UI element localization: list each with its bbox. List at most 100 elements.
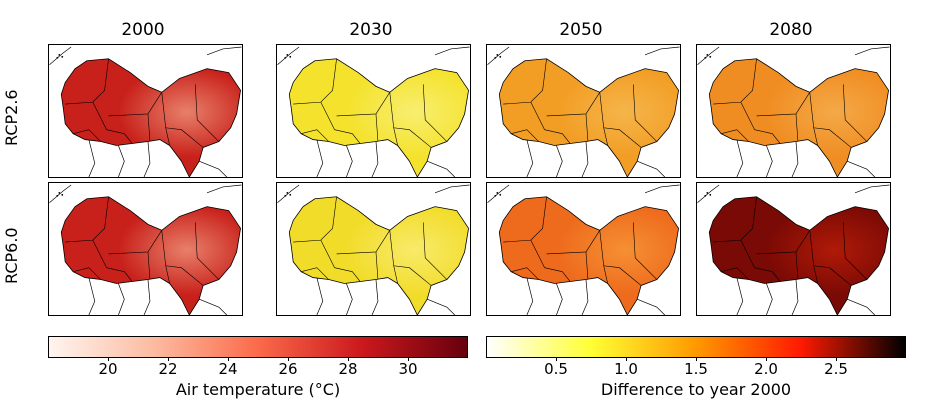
country-border: [194, 84, 220, 142]
map-svg: [49, 46, 242, 177]
country-border: [632, 84, 658, 142]
coastline: [206, 46, 242, 56]
country-border: [65, 58, 109, 105]
coastline: [766, 145, 773, 177]
colorbar-tick-label: 2.5: [824, 360, 848, 378]
island: [709, 55, 712, 58]
country-border: [530, 102, 571, 144]
coastline: [556, 283, 563, 315]
country-border: [375, 251, 379, 280]
country-border: [422, 84, 448, 142]
column-title-2080: 2080: [769, 20, 813, 40]
colorbar-tick-label: 24: [218, 360, 238, 378]
coastline: [427, 160, 456, 177]
island: [58, 53, 61, 56]
country-border: [389, 92, 432, 148]
country-border: [721, 267, 749, 280]
column-title-2030: 2030: [349, 20, 393, 40]
west-africa-region: [60, 196, 241, 315]
coastline: [143, 141, 151, 177]
coastline: [118, 283, 125, 315]
country-border: [293, 58, 337, 105]
coastline: [854, 184, 890, 194]
west-africa-region: [498, 196, 679, 315]
coastline: [346, 283, 353, 315]
coastline: [316, 139, 324, 177]
island: [286, 191, 289, 194]
colorbar-tick-mark: [288, 357, 289, 361]
country-border: [585, 251, 589, 280]
country-border: [375, 113, 379, 142]
country-border: [422, 222, 448, 280]
country-border: [530, 240, 571, 282]
column-title-2000: 2000: [121, 20, 165, 40]
island: [494, 56, 497, 59]
colorbar-tick-mark: [348, 357, 349, 361]
coastline: [697, 184, 720, 203]
country-border: [740, 102, 781, 144]
country-border: [301, 129, 329, 142]
country-border: [511, 129, 539, 142]
island: [61, 55, 64, 58]
coastline: [143, 279, 151, 315]
country-border: [842, 222, 868, 280]
colorbar-tick-mark: [626, 357, 627, 361]
colorbar-difference-label: Difference to year 2000: [600, 380, 792, 399]
country-border: [842, 84, 868, 142]
country-border: [809, 92, 852, 148]
coastline: [581, 141, 589, 177]
country-border: [161, 230, 204, 286]
map-panel-rcp26-2050: [486, 44, 681, 178]
coastline: [766, 283, 773, 315]
colorbar-tick-mark: [228, 357, 229, 361]
coastline: [199, 298, 228, 315]
country-border: [65, 196, 109, 243]
coastline: [487, 184, 510, 203]
country-border: [632, 222, 658, 280]
coastline: [346, 145, 353, 177]
coastline: [49, 46, 72, 65]
map-panel-rcp26-2030: [276, 44, 471, 178]
country-border: [603, 127, 608, 146]
coastline: [434, 46, 470, 56]
coastline: [277, 46, 300, 65]
island: [289, 55, 292, 58]
country-border: [92, 240, 133, 282]
country-border: [813, 265, 818, 284]
coastline: [791, 279, 799, 315]
country-border: [161, 92, 204, 148]
map-panel-rcp26-2080: [696, 44, 891, 178]
country-border: [721, 129, 749, 142]
colorbar-tick-label: 30: [398, 360, 418, 378]
west-africa-region: [60, 58, 241, 177]
map-svg: [697, 184, 890, 315]
island: [58, 191, 61, 194]
coastline: [556, 145, 563, 177]
colorbar-tick-label: 26: [278, 360, 298, 378]
coastline: [427, 298, 456, 315]
colorbar-tick-label: 22: [158, 360, 178, 378]
coastline: [434, 184, 470, 194]
island: [494, 194, 497, 197]
map-svg: [277, 184, 470, 315]
colorbar-tick-label: 0.5: [544, 360, 568, 378]
island: [496, 53, 499, 56]
west-africa-region: [708, 58, 889, 177]
coastline: [637, 160, 666, 177]
country-border: [389, 230, 432, 286]
colorbar-tick-mark: [408, 357, 409, 361]
map-panel-rcp26-2000: [48, 44, 243, 178]
coastline: [644, 184, 680, 194]
country-border: [809, 230, 852, 286]
coastline: [644, 46, 680, 56]
colorbar-tick-mark: [556, 357, 557, 361]
country-border: [293, 196, 337, 243]
coastline: [316, 277, 324, 315]
coastline: [88, 277, 96, 315]
coastline: [526, 139, 534, 177]
island: [289, 193, 292, 196]
country-border: [503, 196, 547, 243]
island: [704, 56, 707, 59]
island: [284, 194, 287, 197]
colorbar-tick-label: 28: [338, 360, 358, 378]
